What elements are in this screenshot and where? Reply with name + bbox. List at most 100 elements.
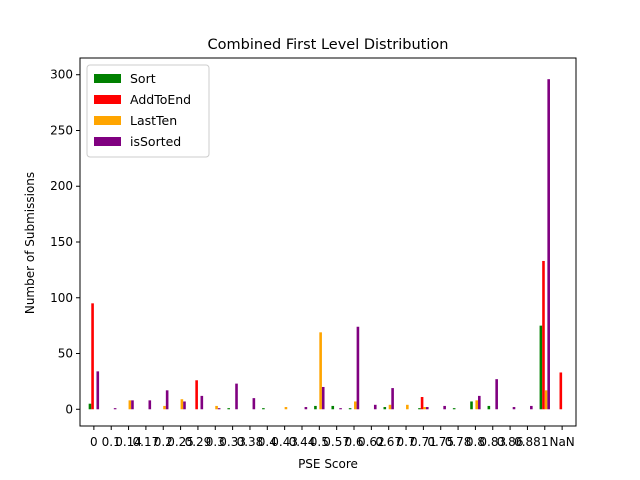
bar-issorted-4 bbox=[165, 390, 169, 410]
y-tick-label: 300 bbox=[50, 68, 73, 82]
bar-issorted-0 bbox=[96, 371, 100, 410]
x-tick-label: 0.3 bbox=[206, 435, 225, 449]
bar-sort-14 bbox=[331, 405, 335, 410]
bar-addtoend-26 bbox=[542, 260, 545, 410]
x-tick-label: 0.44 bbox=[289, 435, 316, 449]
bars-layer bbox=[88, 79, 563, 410]
y-tick-label: 200 bbox=[50, 179, 73, 193]
legend-swatch-lastten bbox=[94, 116, 121, 125]
x-tick-label: 0.2 bbox=[154, 435, 173, 449]
x-tick-label: 0.78 bbox=[445, 435, 472, 449]
legend-label-lastten: LastTen bbox=[130, 113, 177, 128]
bar-issorted-14 bbox=[339, 408, 342, 410]
bar-issorted-1 bbox=[113, 408, 117, 410]
x-tick-label: 0.71 bbox=[410, 435, 437, 449]
bar-lastten-15 bbox=[354, 401, 357, 410]
x-tick-label: 0.33 bbox=[219, 435, 246, 449]
bar-lastten-13 bbox=[319, 332, 322, 410]
bar-sort-15 bbox=[348, 408, 352, 410]
x-tick-label: 0.62 bbox=[358, 435, 385, 449]
x-tick-label: 0.57 bbox=[323, 435, 350, 449]
bar-issorted-13 bbox=[321, 386, 325, 410]
bar-issorted-16 bbox=[373, 404, 377, 410]
legend-swatch-issorted bbox=[94, 137, 121, 146]
bar-sort-26 bbox=[539, 325, 543, 410]
x-tick-label: 0.6 bbox=[344, 435, 363, 449]
y-tick-label: 250 bbox=[50, 123, 73, 137]
x-tick-label: 0.75 bbox=[427, 435, 454, 449]
bar-issorted-7 bbox=[217, 408, 221, 410]
x-tick-label: 0 bbox=[90, 435, 98, 449]
x-tick-label: 0.1 bbox=[102, 435, 121, 449]
x-tick-label: 0.25 bbox=[167, 435, 194, 449]
bar-issorted-22 bbox=[478, 395, 481, 410]
y-tick-label: 150 bbox=[50, 235, 73, 249]
bar-lastten-17 bbox=[388, 404, 392, 410]
bar-issorted-2 bbox=[131, 400, 134, 410]
x-tick-label: 0.4 bbox=[258, 435, 277, 449]
bar-addtoend-19 bbox=[420, 397, 424, 410]
x-tick-label: NaN bbox=[549, 435, 574, 449]
bar-addtoend-6 bbox=[195, 380, 198, 410]
x-tick-label: 0.8 bbox=[466, 435, 485, 449]
bar-lastten-18 bbox=[406, 404, 409, 410]
x-tick-label: 0.86 bbox=[497, 435, 524, 449]
bar-sort-8 bbox=[227, 408, 231, 410]
bar-sort-22 bbox=[470, 401, 473, 410]
bar-sort-0 bbox=[88, 403, 92, 410]
bar-lastten-19 bbox=[423, 407, 426, 410]
x-tick-label: 0.83 bbox=[479, 435, 506, 449]
bar-addtoend-0 bbox=[91, 303, 94, 410]
legend-label-sort: Sort bbox=[130, 71, 156, 86]
bar-sort-10 bbox=[262, 408, 265, 410]
y-tick-label: 100 bbox=[50, 291, 73, 305]
bar-issorted-5 bbox=[183, 401, 186, 410]
bar-issorted-26 bbox=[547, 79, 550, 410]
bar-lastten-5 bbox=[180, 399, 184, 410]
bar-lastten-2 bbox=[128, 400, 132, 410]
bar-issorted-15 bbox=[356, 326, 360, 410]
bar-issorted-19 bbox=[425, 407, 429, 410]
bar-issorted-8 bbox=[235, 383, 238, 410]
bar-sort-21 bbox=[452, 408, 456, 410]
legend: Sort AddToEnd LastTen isSorted bbox=[86, 64, 210, 158]
bar-lastten-7 bbox=[215, 405, 218, 410]
bar-issorted-9 bbox=[252, 398, 256, 410]
bar-sort-23 bbox=[487, 405, 491, 410]
bar-lastten-4 bbox=[163, 405, 166, 410]
bar-sort-13 bbox=[314, 405, 317, 410]
bar-issorted-23 bbox=[495, 379, 498, 410]
bar-sort-17 bbox=[383, 407, 387, 410]
y-tick-label: 50 bbox=[58, 347, 73, 361]
bar-issorted-12 bbox=[304, 407, 308, 410]
plot-frame bbox=[79, 57, 577, 427]
legend-swatch-sort bbox=[94, 74, 121, 83]
bar-issorted-24 bbox=[512, 407, 516, 410]
x-tick-label: 0.14 bbox=[115, 435, 142, 449]
bar-issorted-6 bbox=[200, 395, 204, 410]
x-tick-label: 0.7 bbox=[396, 435, 415, 449]
y-axis-label: Number of Submissions bbox=[23, 172, 37, 314]
legend-label-issorted: isSorted bbox=[130, 134, 181, 149]
y-axis-ticks: 0 50 100 150 200 250 300 bbox=[50, 68, 80, 416]
x-tick-label: 0.67 bbox=[375, 435, 402, 449]
x-tick-label: 0.17 bbox=[133, 435, 160, 449]
bar-issorted-20 bbox=[443, 405, 446, 410]
legend-label-addtoend: AddToEnd bbox=[130, 92, 191, 107]
bar-issorted-17 bbox=[391, 388, 394, 410]
chart-title: Combined First Level Distribution bbox=[208, 37, 449, 53]
x-tick-label: 0.38 bbox=[237, 435, 264, 449]
legend-swatch-addtoend bbox=[94, 95, 121, 104]
x-tick-label: 0.29 bbox=[185, 435, 212, 449]
x-axis-ticks: 0 0.10.140.170.20.250.290.30.330.380.40.4… bbox=[90, 426, 575, 449]
bar-lastten-22 bbox=[475, 400, 479, 410]
bar-lastten-11 bbox=[284, 407, 288, 410]
bar-sort-19 bbox=[418, 408, 421, 410]
y-tick-label: 0 bbox=[65, 402, 73, 416]
bar-addtoend-27 bbox=[559, 372, 563, 410]
bar-issorted-3 bbox=[148, 400, 152, 410]
bar-lastten-26 bbox=[544, 390, 548, 410]
x-tick-label: 0.43 bbox=[271, 435, 298, 449]
x-tick-label: 0.88 bbox=[514, 435, 541, 449]
x-tick-label: 1 bbox=[541, 435, 549, 449]
